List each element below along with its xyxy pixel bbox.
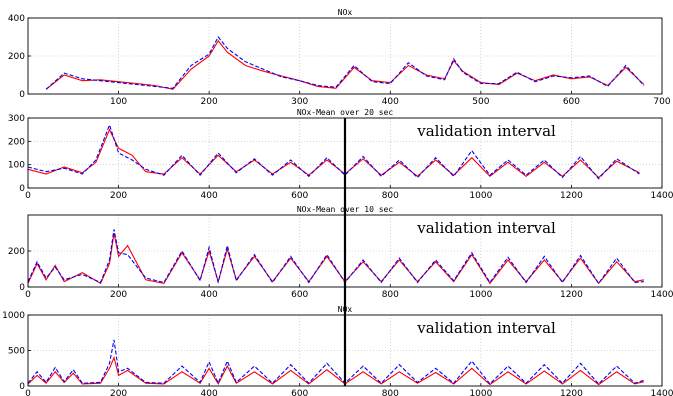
- series-line-1: [45, 39, 645, 90]
- validation-interval-label: validation interval: [416, 219, 556, 237]
- y-tick-label: 0: [19, 283, 25, 293]
- y-tick-label: 100: [8, 161, 25, 171]
- x-tick-label: 0: [25, 389, 31, 396]
- panel-1: 100 200 300 400 500 600 700 0 200 400 NOx: [8, 8, 671, 107]
- y-tick-label: 300: [8, 114, 25, 124]
- x-tick-label: 1200: [560, 191, 583, 201]
- x-tick-label: 800: [382, 290, 399, 300]
- x-tick-label: 1400: [651, 191, 673, 201]
- x-tick-label: 600: [563, 97, 580, 107]
- x-tick-label: 400: [201, 290, 218, 300]
- x-tick-label: 300: [291, 97, 308, 107]
- series-line-2: [27, 123, 640, 180]
- x-tick-label: 1200: [560, 290, 583, 300]
- validation-interval-label: validation interval: [416, 122, 556, 140]
- x-tick-label: 1000: [469, 191, 492, 201]
- x-tick-label: 400: [201, 191, 218, 201]
- y-tick-label: 0: [19, 90, 25, 100]
- series-line-2: [27, 339, 645, 385]
- x-tick-label: 600: [291, 191, 308, 201]
- x-tick-label: 400: [382, 97, 399, 107]
- y-tick-label: 200: [8, 137, 25, 147]
- validation-interval-label: validation interval: [416, 319, 556, 337]
- panel-2: 0 200 400 600 800 1000 1200 1400 0 100 200 300 NOx-M…: [8, 108, 673, 201]
- panel-title: NOx-Mean over 20 sec: [297, 108, 394, 117]
- series-line-2: [45, 36, 645, 90]
- y-tick-label: 0: [19, 184, 25, 194]
- x-tick-label: 600: [291, 290, 308, 300]
- x-tick-label: 100: [110, 97, 127, 107]
- y-tick-label: 200: [8, 52, 25, 62]
- x-tick-label: 700: [653, 97, 670, 107]
- x-tick-label: 1200: [560, 389, 583, 396]
- y-tick-label: 1000: [2, 311, 25, 321]
- x-tick-label: 0: [25, 290, 31, 300]
- x-tick-label: 1400: [651, 290, 673, 300]
- x-tick-label: 200: [110, 389, 127, 396]
- x-tick-label: 400: [201, 389, 218, 396]
- x-tick-label: 200: [110, 191, 127, 201]
- y-tick-label: 500: [8, 347, 25, 357]
- plot-frame: [27, 17, 663, 95]
- series-line-2: [27, 229, 644, 285]
- x-tick-label: 1000: [469, 290, 492, 300]
- x-tick-label: 800: [382, 191, 399, 201]
- y-tick-label: 0: [19, 382, 25, 392]
- x-tick-label: 200: [201, 97, 218, 107]
- x-tick-label: 1400: [651, 389, 673, 396]
- x-tick-label: 600: [291, 389, 308, 396]
- x-tick-label: 200: [110, 290, 127, 300]
- panel-title: NOx: [338, 8, 353, 17]
- panel-4: 020040060080010001200140005001000NOxvali…: [2, 305, 673, 396]
- x-tick-label: 1000: [469, 389, 492, 396]
- y-tick-label: 400: [8, 14, 25, 24]
- x-tick-label: 800: [382, 389, 399, 396]
- y-tick-label: 200: [8, 247, 25, 257]
- x-tick-label: 500: [472, 97, 489, 107]
- x-tick-label: 0: [25, 191, 31, 201]
